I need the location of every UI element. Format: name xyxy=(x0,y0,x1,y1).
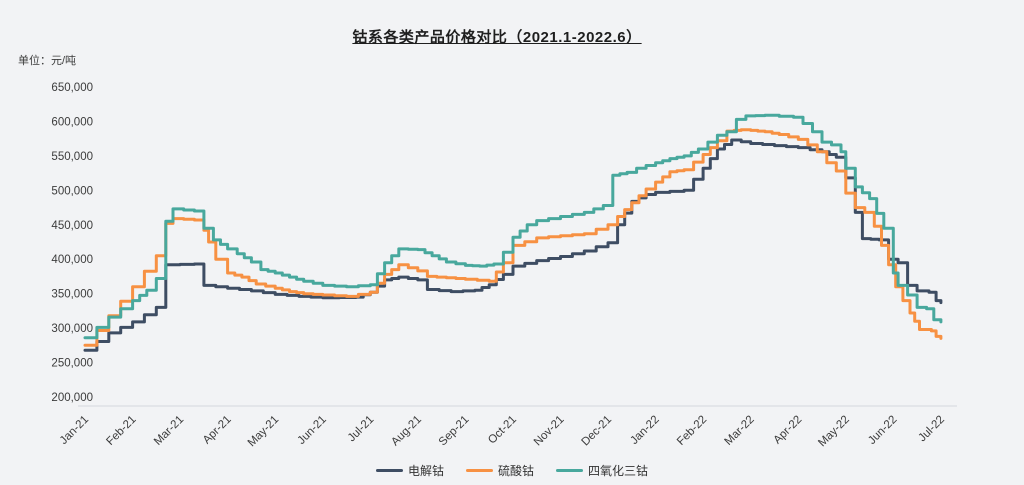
x-tick-label: Jun-22 xyxy=(866,414,899,447)
legend-label: 电解钴 xyxy=(407,464,444,478)
y-tick-label: 350,000 xyxy=(51,289,93,301)
chart-legend: 电解钴 硫酸钴 四氧化三钴 xyxy=(0,462,1024,479)
legend-label: 四氧化三钴 xyxy=(588,464,649,478)
x-tick-label: Jan-21 xyxy=(58,414,91,447)
x-tick-label: Jul-21 xyxy=(346,414,377,445)
x-tick-label: Oct-21 xyxy=(486,414,519,447)
x-tick-label: Mar-22 xyxy=(723,414,757,448)
x-tick-label: Nov-21 xyxy=(532,414,567,449)
x-tick-label: Dec-21 xyxy=(579,414,614,449)
x-tick-label: Sep-21 xyxy=(437,414,472,449)
legend-swatch-icon xyxy=(465,469,493,472)
legend-swatch-icon xyxy=(556,469,583,472)
y-axis-unit-label: 单位：元/吨 xyxy=(18,55,77,67)
legend-item-0[interactable]: 电解钴 xyxy=(375,462,444,479)
legend-item-1[interactable]: 硫酸钴 xyxy=(465,462,534,479)
y-tick-label: 250,000 xyxy=(51,358,93,370)
x-tick-label: Jan-22 xyxy=(628,414,661,447)
x-tick-label: Jun-21 xyxy=(296,414,329,447)
legend-label: 硫酸钴 xyxy=(497,464,534,478)
x-tick-label: Apr-21 xyxy=(201,414,234,447)
legend-item-2[interactable]: 四氧化三钴 xyxy=(556,462,648,479)
x-tick-label: Jul-22 xyxy=(916,414,947,445)
x-tick-label: Feb-22 xyxy=(675,414,709,448)
legend-swatch-icon xyxy=(375,469,403,472)
x-tick-label: Feb-21 xyxy=(104,414,138,448)
x-axis-tick-labels: Jan-21 Feb-21 Mar-21 Apr-21 May-21 Jun-21 Jul-… xyxy=(58,414,947,450)
y-tick-label: 450,000 xyxy=(51,220,93,232)
x-tick-label: May-22 xyxy=(816,414,852,450)
chart-title: 钴系各类产品价格对比（2021.1-2022.6） xyxy=(352,29,642,46)
x-tick-label: Apr-22 xyxy=(771,414,804,447)
x-tick-label: May-21 xyxy=(246,414,282,450)
y-tick-label: 200,000 xyxy=(51,392,93,404)
y-tick-label: 300,000 xyxy=(51,323,93,335)
y-tick-label: 500,000 xyxy=(51,185,93,197)
y-axis-tick-labels: 650,000 600,000 550,000 500,000 450,000 400,0… xyxy=(51,82,93,404)
y-tick-label: 600,000 xyxy=(51,116,93,128)
x-tick-label: Aug-21 xyxy=(389,414,424,449)
series-line-1 xyxy=(83,128,943,347)
x-tick-label: Mar-21 xyxy=(152,414,186,448)
y-tick-label: 550,000 xyxy=(51,151,93,163)
series-line-2 xyxy=(83,113,943,340)
y-tick-label: 650,000 xyxy=(51,82,93,94)
y-tick-label: 400,000 xyxy=(51,254,93,266)
